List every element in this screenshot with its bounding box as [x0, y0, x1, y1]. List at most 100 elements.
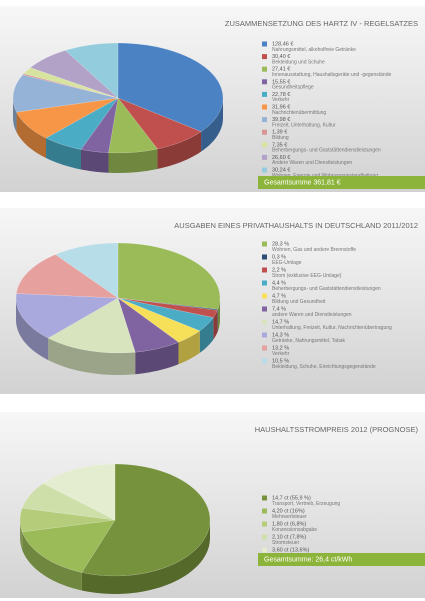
legend-value: 4,4 %	[272, 280, 286, 286]
slice	[21, 483, 116, 521]
legend-swatch	[262, 547, 267, 553]
slice	[117, 297, 214, 332]
legend-swatch	[262, 142, 267, 148]
legend-label: Andere Waren und Dienstleistungen	[272, 160, 352, 166]
legend-value: 0,3 %	[272, 254, 286, 260]
slice-side	[81, 520, 210, 594]
chart-title: AUSGABEN EINES PRIVATHAUSHALTS IN DEUTSC…	[174, 221, 418, 230]
slice	[117, 242, 221, 310]
slice-side	[48, 338, 136, 375]
slice	[19, 507, 116, 533]
legend-swatch	[262, 358, 267, 364]
legend-value: 15,55 €	[272, 79, 290, 85]
slice	[117, 297, 201, 343]
legend-swatch	[262, 167, 267, 173]
slice	[47, 297, 136, 354]
legend-label: Stromsteuer	[272, 540, 300, 546]
legend-value: 7,35 €	[272, 142, 287, 148]
legend-label: Bekleidung und Schuhe	[272, 59, 325, 65]
legend-value: 1,80 ct (6,8%)	[272, 521, 306, 527]
legend-value: 7,4 %	[272, 306, 286, 312]
pie	[19, 463, 211, 594]
slice	[117, 42, 224, 132]
legend-swatch	[262, 534, 267, 540]
slice	[80, 97, 119, 153]
slice-side	[22, 531, 82, 591]
legend-swatch	[262, 319, 267, 325]
legend-label: Getränke, Nahrungsmittel, Tabak	[272, 338, 346, 344]
legend-swatch	[262, 154, 267, 160]
legend-value: 3,60 ct (13,6%)	[272, 547, 309, 553]
legend-swatch	[262, 66, 267, 72]
legend-value: 27,41 €	[272, 67, 290, 73]
legend-swatch	[262, 129, 267, 135]
legend-value: 22,78 €	[272, 92, 290, 98]
slice	[65, 42, 119, 99]
slice-side	[201, 98, 223, 152]
slice	[22, 73, 119, 99]
legend-value: 2,10 ct (7,8%)	[272, 534, 306, 540]
slice-side	[157, 131, 202, 169]
slice-side	[213, 310, 218, 340]
slice-side	[16, 298, 49, 361]
legend-swatch	[262, 117, 267, 123]
legend-swatch	[262, 267, 267, 273]
legend-label: Beherbergungs- und Gaststättendienstleis…	[272, 148, 381, 154]
legend-swatch	[262, 79, 267, 85]
slice	[12, 74, 119, 113]
slice	[23, 67, 119, 99]
legend-value: 10,5 %	[272, 358, 289, 364]
legend-label: Wohnen, Energie und Wohnungsinstandhaltu…	[272, 173, 378, 179]
legend-swatch	[262, 495, 267, 501]
legend-swatch	[262, 345, 267, 351]
slice-side	[178, 330, 200, 365]
legend-swatch	[262, 91, 267, 97]
slice-side	[217, 298, 220, 332]
legend-value: 26,60 €	[272, 155, 290, 161]
slice	[30, 50, 119, 99]
total-bar	[258, 176, 425, 189]
legend-value: 4,20 ct (16%)	[272, 508, 305, 514]
slice-side	[16, 112, 47, 159]
slice	[81, 463, 211, 577]
legend-label: Verkehr	[272, 351, 290, 357]
legend-value: 14,7 ct (55,9 %)	[272, 495, 311, 501]
legend-swatch	[262, 293, 267, 299]
legend-swatch	[262, 280, 267, 286]
legend-label: Konzessionsabgabe	[272, 527, 317, 533]
legend-label: Innenausstattung, Haushaltsgeräte und -g…	[272, 72, 391, 78]
slice	[117, 297, 179, 353]
slice-side	[46, 138, 81, 170]
legend-label: Wohnen, Gas und andere Brennstoffe	[272, 247, 356, 253]
legend-value: 30,40 €	[272, 54, 290, 60]
legend-value: 28,3 %	[272, 241, 289, 247]
legend-swatch	[262, 54, 267, 60]
slice-side	[13, 98, 17, 133]
slice	[45, 97, 119, 150]
legend-value: 2,2 %	[272, 267, 286, 273]
legend-label: Bekleidung, Schuhe, Einrichtungsgegenstä…	[272, 364, 376, 370]
slice	[117, 297, 218, 318]
total-label: Gesamtsumme: 26,4 ct/kWh	[264, 557, 352, 564]
legend-label: Gesundheitspflege	[272, 85, 314, 91]
slice-side	[108, 148, 158, 173]
slice	[16, 97, 119, 139]
legend-label: EEG-Umlage	[272, 260, 302, 266]
legend-label: Unterhaltung, Freizeit, Kultur, Nachrich…	[272, 325, 392, 331]
legend-value: 128,46 €	[272, 41, 293, 47]
chart-title: HAUSHALTSSTROMPREIS 2012 (PROGNOSE)	[255, 425, 419, 434]
legend-swatch	[262, 41, 267, 47]
legend-swatch	[262, 306, 267, 312]
legend-value: 14,3 %	[272, 332, 289, 338]
slice	[108, 97, 158, 154]
slice	[21, 519, 116, 573]
chart-title: ZUSAMMENSETZUNG DES HARTZ IV - REGELSATZ…	[225, 19, 418, 28]
legend-label: Freizeit, Unterhaltung, Kultur	[272, 122, 336, 128]
legend-label: Bildung und Gesundheit	[272, 299, 326, 305]
legend-label: Nahrungsmittel, alkoholfreie Getränke	[272, 47, 356, 53]
legend-label: Transport, Vertrieb, Erzeugung	[272, 501, 340, 507]
slice	[117, 297, 219, 311]
slice-side	[199, 317, 214, 353]
legend-value: 1,39 €	[272, 130, 287, 136]
